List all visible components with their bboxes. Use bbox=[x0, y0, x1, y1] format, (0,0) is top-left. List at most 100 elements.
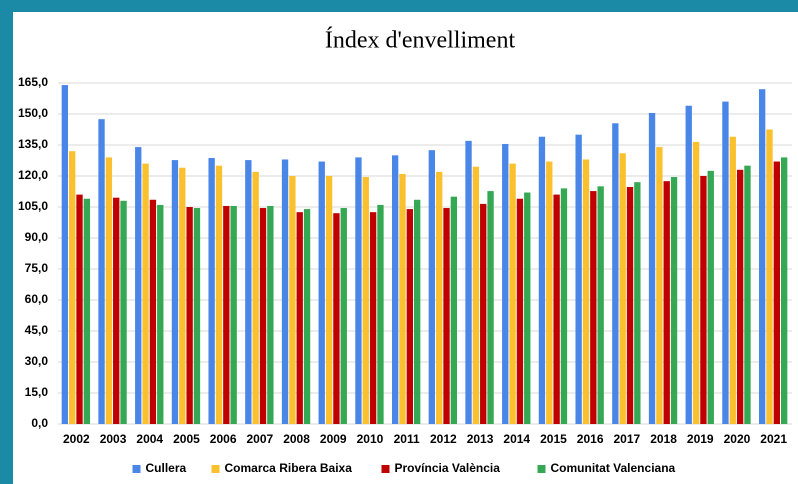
chart-title: Índex d'envelliment bbox=[325, 28, 516, 54]
x-tick-label: 2010 bbox=[357, 432, 384, 446]
bar bbox=[61, 85, 69, 425]
bar bbox=[582, 159, 590, 424]
bar bbox=[83, 198, 91, 424]
bar bbox=[663, 181, 670, 424]
x-tick-label: 2017 bbox=[613, 432, 640, 446]
bar bbox=[98, 119, 105, 425]
bar bbox=[450, 196, 458, 424]
bar bbox=[230, 205, 237, 424]
y-tick-label: 150,0 bbox=[18, 106, 48, 120]
y-tick-label: 0,0 bbox=[31, 416, 48, 430]
bar bbox=[766, 129, 773, 424]
bar bbox=[215, 165, 223, 424]
bar bbox=[722, 101, 729, 424]
x-tick-label: 2013 bbox=[467, 432, 494, 446]
bar bbox=[281, 159, 289, 424]
x-tick-label: 2009 bbox=[320, 432, 347, 446]
x-tick-label: 2005 bbox=[173, 432, 200, 446]
bar bbox=[560, 188, 568, 424]
bar bbox=[267, 205, 274, 424]
bar bbox=[157, 204, 164, 424]
x-tick-label: 2004 bbox=[136, 432, 163, 446]
bar bbox=[524, 192, 531, 424]
y-tick-label: 30,0 bbox=[25, 354, 49, 368]
bar bbox=[648, 112, 656, 424]
bar bbox=[575, 134, 582, 424]
bar bbox=[69, 151, 76, 424]
bar bbox=[612, 123, 619, 425]
x-tick-label: 2014 bbox=[503, 432, 530, 446]
bar bbox=[516, 198, 524, 424]
y-tick-label: 45,0 bbox=[25, 323, 49, 337]
bar bbox=[142, 163, 149, 424]
legend-label: Cullera bbox=[146, 461, 187, 475]
legend-swatch bbox=[132, 465, 141, 473]
bar bbox=[76, 194, 83, 424]
bar bbox=[406, 209, 413, 424]
bar bbox=[325, 176, 333, 424]
y-tick-label: 135,0 bbox=[18, 137, 48, 151]
x-tick-label: 2006 bbox=[210, 432, 237, 446]
y-tick-label: 90,0 bbox=[25, 230, 49, 244]
y-tick-label: 165,0 bbox=[18, 75, 48, 89]
bar bbox=[193, 208, 201, 424]
bar bbox=[780, 157, 788, 424]
bar bbox=[208, 158, 215, 424]
bar bbox=[744, 165, 751, 424]
legend-label: Comarca Ribera Baixa bbox=[225, 461, 353, 475]
bar bbox=[120, 200, 127, 424]
bar bbox=[318, 161, 325, 425]
bar bbox=[179, 167, 186, 424]
bar bbox=[113, 197, 120, 424]
bar bbox=[758, 89, 766, 424]
bar bbox=[135, 147, 142, 425]
bar bbox=[223, 205, 230, 424]
bar bbox=[443, 208, 450, 424]
bar bbox=[597, 186, 604, 424]
bar bbox=[303, 209, 311, 424]
x-tick-label: 2016 bbox=[577, 432, 604, 446]
bar bbox=[252, 171, 259, 424]
bar bbox=[700, 176, 707, 424]
bar bbox=[413, 199, 421, 424]
bar bbox=[619, 153, 626, 424]
x-tick-label: 2011 bbox=[394, 432, 420, 446]
bar bbox=[245, 160, 252, 424]
bar bbox=[546, 161, 553, 425]
y-tick-label: 120,0 bbox=[18, 168, 48, 182]
bar bbox=[656, 147, 663, 425]
bar bbox=[590, 191, 597, 424]
x-tick-label: 2019 bbox=[687, 432, 714, 446]
bar bbox=[773, 161, 780, 425]
x-tick-label: 2021 bbox=[760, 432, 787, 446]
legend-swatch bbox=[211, 465, 220, 473]
bar bbox=[289, 176, 296, 424]
bar bbox=[377, 204, 384, 424]
bar bbox=[502, 143, 509, 424]
bar bbox=[186, 207, 193, 424]
bar bbox=[707, 170, 714, 424]
bar bbox=[355, 157, 362, 424]
bar bbox=[509, 163, 516, 424]
bar bbox=[171, 160, 179, 424]
y-tick-label: 105,0 bbox=[18, 199, 48, 213]
bar bbox=[685, 105, 692, 424]
y-tick-label: 15,0 bbox=[25, 385, 49, 399]
bar bbox=[296, 212, 303, 424]
bar bbox=[369, 212, 377, 424]
bar bbox=[553, 194, 560, 424]
bar bbox=[259, 208, 267, 424]
bar bbox=[436, 171, 443, 424]
bar bbox=[692, 141, 700, 424]
bar bbox=[736, 169, 744, 424]
legend-swatch bbox=[381, 465, 390, 473]
bar bbox=[428, 150, 436, 424]
x-tick-label: 2015 bbox=[540, 432, 567, 446]
x-tick-label: 2012 bbox=[430, 432, 457, 446]
legend-swatch bbox=[537, 465, 546, 473]
x-tick-label: 2002 bbox=[63, 432, 90, 446]
bar bbox=[670, 177, 678, 424]
y-tick-label: 60,0 bbox=[25, 292, 49, 306]
bar bbox=[538, 136, 546, 424]
x-tick-label: 2020 bbox=[724, 432, 751, 446]
